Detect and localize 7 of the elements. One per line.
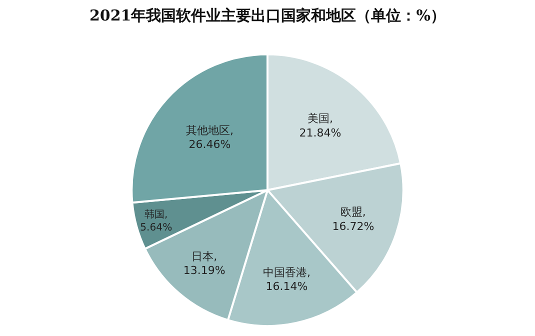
slice-label: 中国香港, 16.14% bbox=[262, 266, 310, 294]
slice-label: 欧盟, 16.72% bbox=[332, 206, 374, 233]
slice-label: 美国, 21.84% bbox=[299, 112, 342, 140]
slice-label: 韩国, 5.64% bbox=[140, 208, 173, 234]
slice-label: 其他地区, 26.46% bbox=[186, 124, 234, 152]
slice-label: 日本, 13.19% bbox=[183, 250, 226, 278]
chart-title: 2021年我国软件业主要出口国家和地区（单位：%） bbox=[89, 6, 446, 25]
